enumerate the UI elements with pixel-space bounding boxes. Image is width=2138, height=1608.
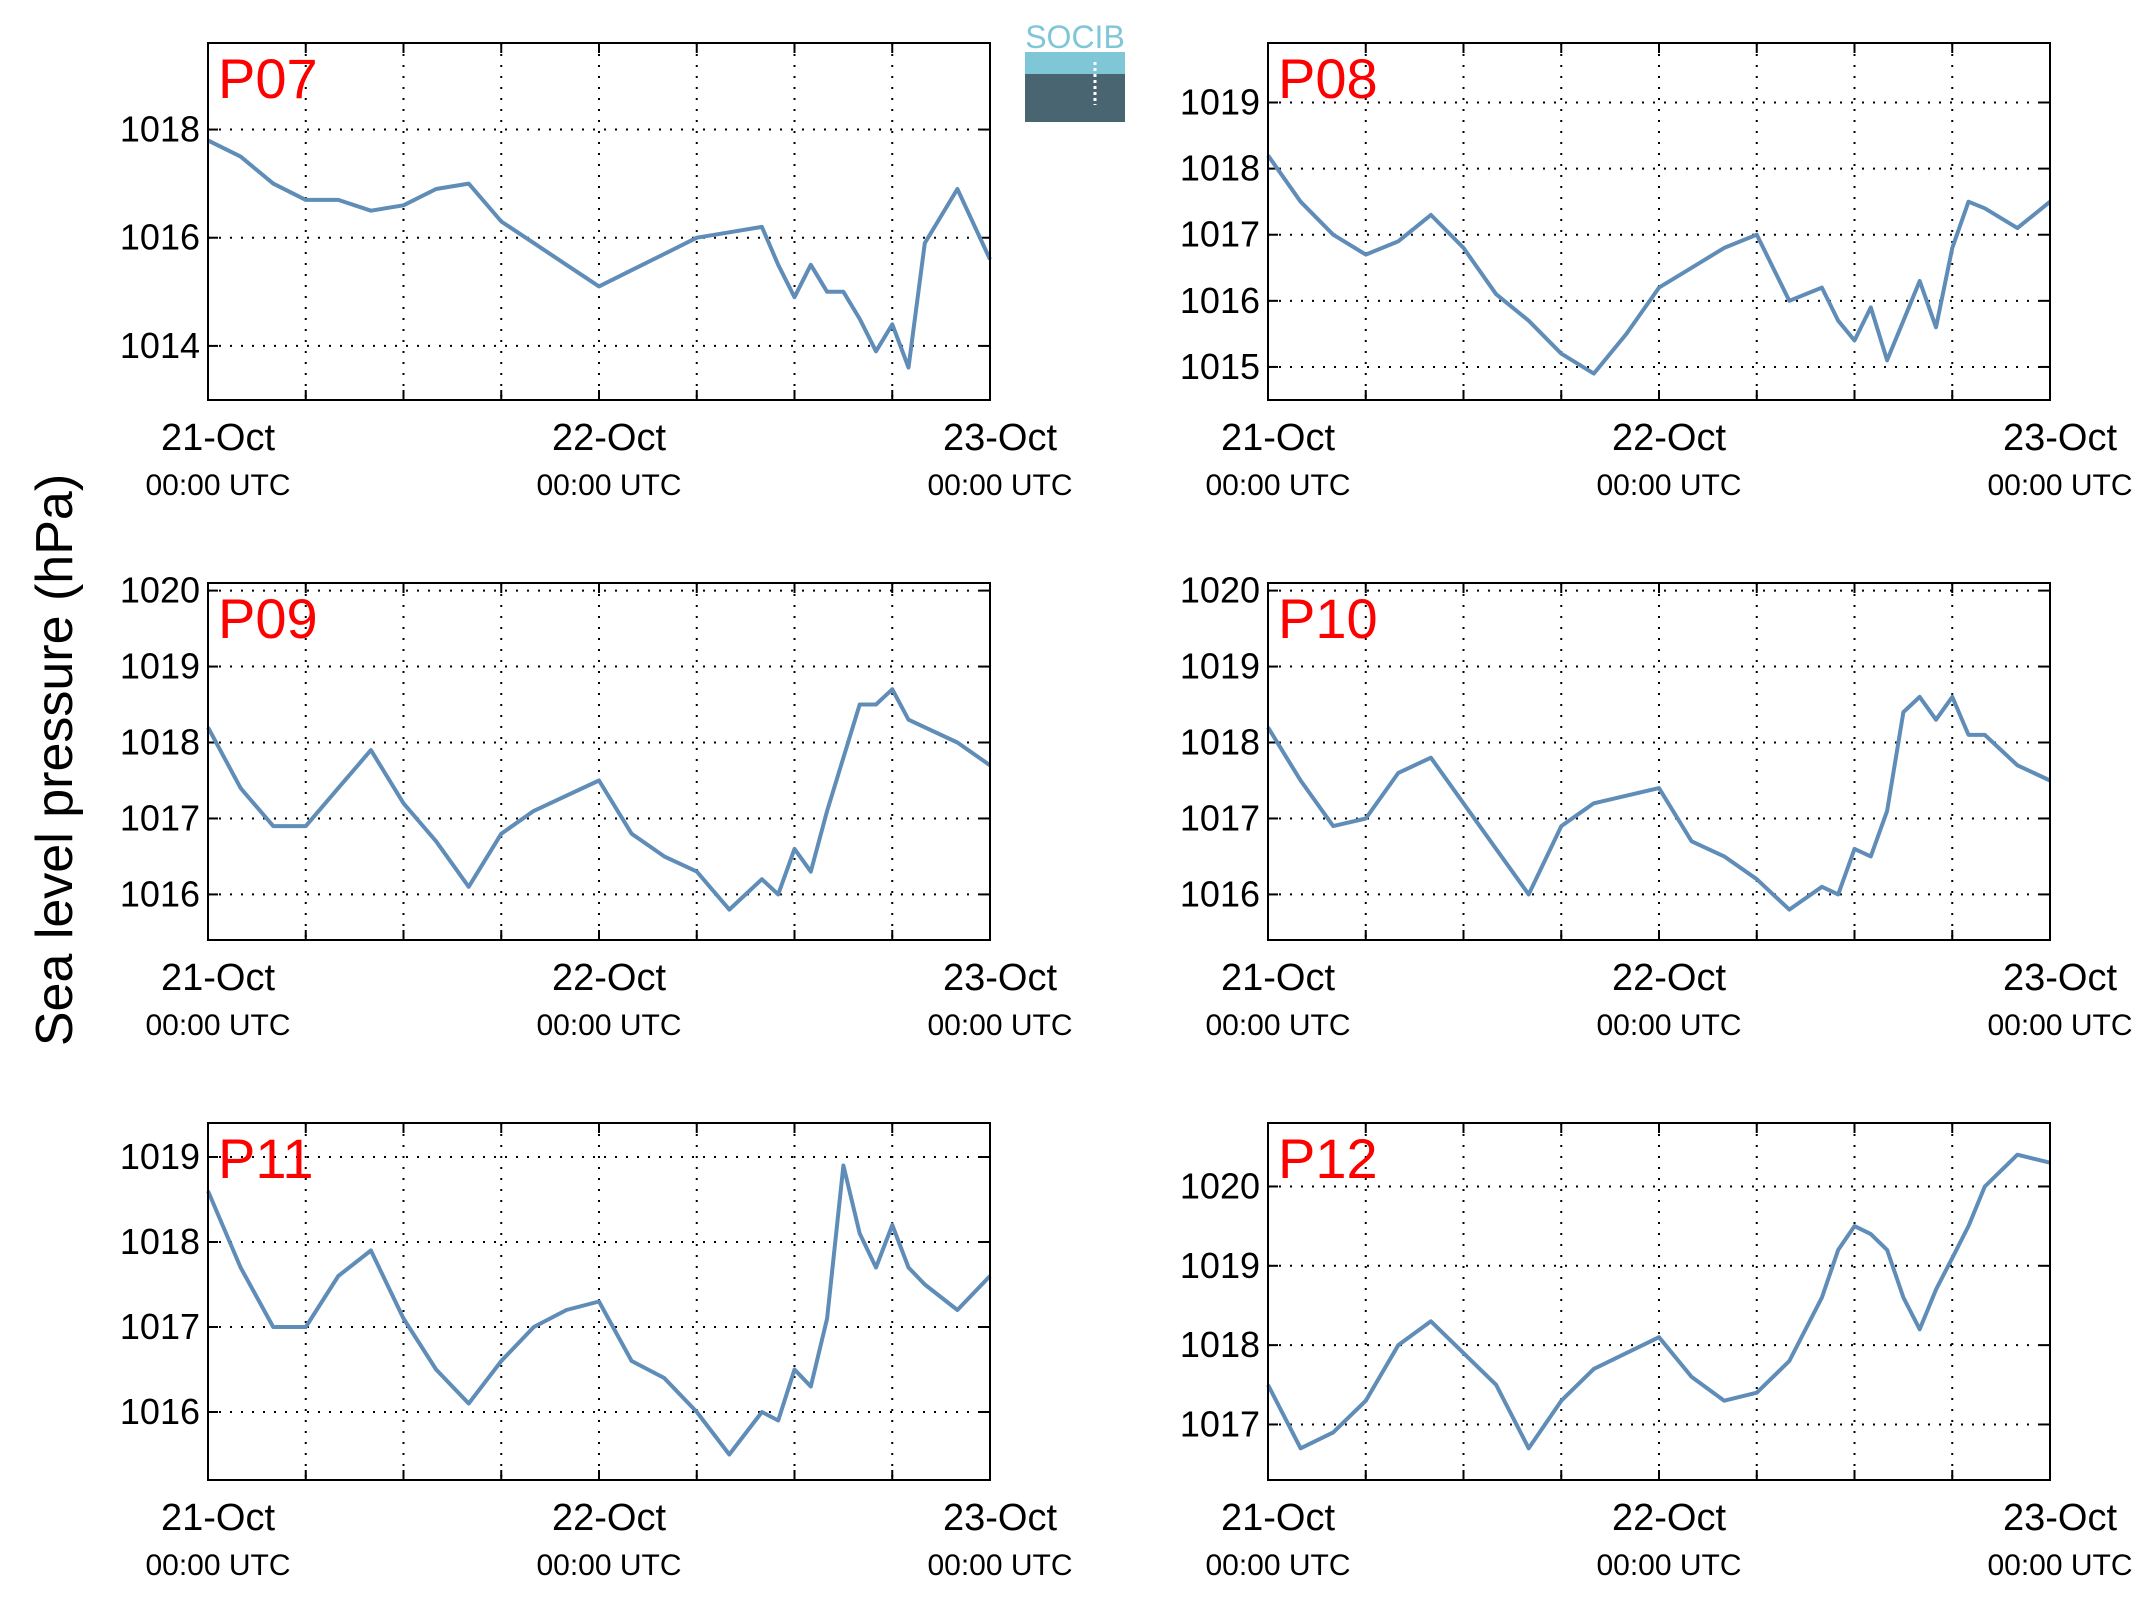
x-tick-label-time: 00:00 UTC: [1205, 1549, 1350, 1582]
x-tick-label-time: 00:00 UTC: [1987, 469, 2132, 502]
y-tick-label: 1017: [120, 797, 200, 838]
x-tick-label-date: 23-Oct: [943, 1497, 1057, 1539]
x-tick-label-date: 22-Oct: [1612, 957, 1726, 999]
y-tick-label: 1016: [120, 217, 200, 258]
y-tick-label: 1017: [1180, 214, 1260, 255]
panel-label: P07: [218, 47, 318, 110]
x-tick-label-date: 23-Oct: [2003, 417, 2117, 459]
y-tick-label: 1018: [1180, 148, 1260, 189]
plot-area: [208, 583, 990, 940]
x-tick-label-time: 00:00 UTC: [927, 1549, 1072, 1582]
x-tick-label-date: 22-Oct: [1612, 1497, 1726, 1539]
x-tick-label-time: 00:00 UTC: [1596, 469, 1741, 502]
series-line-P09: [206, 687, 992, 912]
panel-label: P08: [1278, 47, 1378, 110]
chart-panel-P10: 1016 1017 1018 1019 1020 P10 21-Oct 00:00 UTC 22…: [1180, 570, 2133, 1042]
x-tick-label-time: 00:00 UTC: [145, 469, 290, 502]
plot-frame: [1267, 582, 2051, 941]
x-tick-label-time: 00:00 UTC: [1596, 1009, 1741, 1042]
y-tick-label: 1017: [1180, 797, 1260, 838]
x-tick-label-date: 23-Oct: [943, 417, 1057, 459]
chart-panel-P08: 1015 1016 1017 1018 1019 P08 21-Oct 00:00 UTC 22…: [1180, 42, 2133, 502]
x-tick-label-time: 00:00 UTC: [1987, 1009, 2132, 1042]
y-tick-label: 1014: [120, 325, 200, 366]
figure-ylabel: Sea level pressure (hPa): [26, 474, 84, 1046]
panel-label: P12: [1278, 1127, 1378, 1190]
y-tick-label: 1019: [1180, 1245, 1260, 1286]
plot-frame: [1267, 1122, 2051, 1481]
x-tick-label-time: 00:00 UTC: [536, 1549, 681, 1582]
chart-panel-P09: 1016 1017 1018 1019 1020 P09 21-Oct 00:00 UTC 22…: [120, 570, 1073, 1042]
x-tick-label-date: 21-Oct: [161, 957, 275, 999]
y-tick-label: 1019: [120, 646, 200, 687]
plot-frame: [207, 582, 991, 941]
plot-area: [1268, 583, 2050, 940]
panel-label: P09: [218, 587, 318, 650]
panel-label: P10: [1278, 587, 1378, 650]
x-tick-label-date: 21-Oct: [1221, 1497, 1335, 1539]
socib-logo-text: SOCIB: [1025, 19, 1125, 55]
chart-panels: 1014 1016 1018 P07 21-Oct 00:00 UTC 22-Oct 00:0…: [120, 42, 2133, 1582]
series-line-P07: [207, 138, 992, 370]
x-tick-label-time: 00:00 UTC: [1205, 1009, 1350, 1042]
y-tick-label: 1020: [120, 570, 200, 611]
y-tick-label: 1016: [1180, 873, 1260, 914]
x-tick-label-date: 22-Oct: [552, 417, 666, 459]
y-tick-label: 1017: [120, 1306, 200, 1347]
x-tick-label-time: 00:00 UTC: [927, 469, 1072, 502]
chart-panel-P07: 1014 1016 1018 P07 21-Oct 00:00 UTC 22-Oct 00:0…: [120, 42, 1073, 502]
x-tick-label-time: 00:00 UTC: [1205, 469, 1350, 502]
x-tick-label-date: 22-Oct: [552, 1497, 666, 1539]
x-tick-label-date: 22-Oct: [1612, 417, 1726, 459]
series-line-P08: [1266, 154, 2052, 376]
x-tick-label-date: 23-Oct: [2003, 957, 2117, 999]
series-line-P12: [1266, 1152, 2051, 1451]
x-tick-label-date: 23-Oct: [943, 957, 1057, 999]
x-tick-label-date: 23-Oct: [2003, 1497, 2117, 1539]
y-tick-label: 1016: [120, 1391, 200, 1432]
y-tick-label: 1018: [120, 109, 200, 150]
y-tick-label: 1018: [120, 722, 200, 763]
x-tick-label-time: 00:00 UTC: [536, 1009, 681, 1042]
y-tick-label: 1016: [120, 873, 200, 914]
x-tick-label-date: 21-Oct: [161, 1497, 275, 1539]
plot-area: [1268, 43, 2050, 400]
x-tick-label-time: 00:00 UTC: [927, 1009, 1072, 1042]
chart-panel-P11: 1016 1017 1018 1019 P11 21-Oct 00:00 UTC 22-Oct…: [120, 1122, 1073, 1582]
x-tick-label-date: 21-Oct: [161, 417, 275, 459]
series-line-P11: [206, 1163, 992, 1457]
x-tick-label-time: 00:00 UTC: [1596, 1549, 1741, 1582]
x-tick-label-time: 00:00 UTC: [536, 469, 681, 502]
panel-label: P11: [218, 1127, 313, 1190]
x-tick-label-date: 22-Oct: [552, 957, 666, 999]
y-tick-label: 1020: [1180, 1165, 1260, 1206]
x-tick-label-time: 00:00 UTC: [145, 1549, 290, 1582]
y-tick-label: 1018: [1180, 1324, 1260, 1365]
socib-logo: SOCIB: [1025, 19, 1125, 122]
y-tick-label: 1019: [120, 1136, 200, 1177]
x-tick-label-date: 21-Oct: [1221, 957, 1335, 999]
y-tick-label: 1018: [120, 1221, 200, 1262]
plot-frame: [207, 1122, 991, 1481]
series-line-P10: [1266, 694, 2051, 912]
y-tick-label: 1019: [1180, 646, 1260, 687]
y-tick-label: 1020: [1180, 570, 1260, 611]
chart-panel-P12: 1017 1018 1019 1020 P12 21-Oct 00:00 UTC 22-Oct…: [1180, 1122, 2133, 1582]
y-tick-label: 1016: [1180, 280, 1260, 321]
y-tick-label: 1019: [1180, 82, 1260, 123]
y-tick-label: 1018: [1180, 722, 1260, 763]
y-tick-label: 1015: [1180, 346, 1260, 387]
y-tick-label: 1017: [1180, 1403, 1260, 1444]
x-tick-label-time: 00:00 UTC: [1987, 1549, 2132, 1582]
plot-frame: [1267, 42, 2051, 401]
plot-frame: [207, 42, 991, 401]
socib-logo-wave: [1025, 52, 1125, 74]
x-tick-label-date: 21-Oct: [1221, 417, 1335, 459]
x-tick-label-time: 00:00 UTC: [145, 1009, 290, 1042]
